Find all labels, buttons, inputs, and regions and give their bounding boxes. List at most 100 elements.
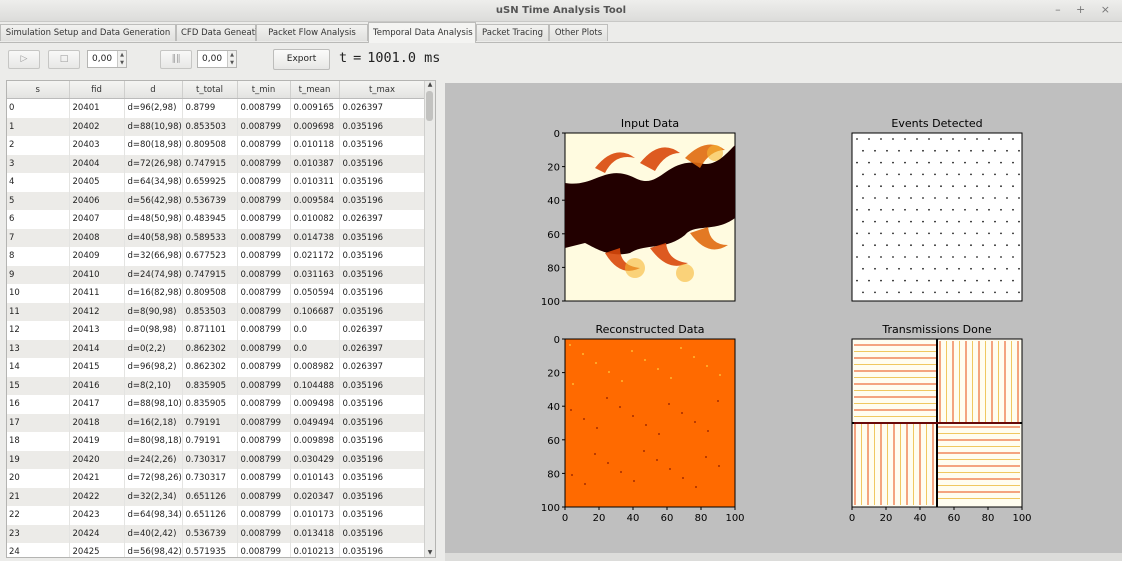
- table-row[interactable]: 22 20423 d=64(98,34) 0.651126 0.008799 0.0101…: [7, 506, 426, 525]
- table-row[interactable]: 3 20404 d=72(26,98) 0.747915 0.008799 0.01038…: [7, 154, 426, 173]
- spin-arrows-icon[interactable]: ▲ ▼: [227, 51, 236, 67]
- event-dot: [934, 291, 936, 294]
- event-dot: [916, 208, 918, 211]
- cell-t-max: 0.035196: [339, 506, 426, 525]
- event-dot: [964, 208, 966, 211]
- event-dot: [1018, 197, 1020, 199]
- scroll-down-icon[interactable]: ▼: [427, 549, 433, 556]
- table-row[interactable]: 10 20411 d=16(82,98) 0.809508 0.008799 0.0505…: [7, 284, 426, 303]
- spin-arrows-icon[interactable]: ▲ ▼: [117, 51, 126, 67]
- cell-s: 4: [7, 173, 70, 192]
- tab-simulation-setup[interactable]: Simulation Setup and Data Generation: [0, 24, 176, 41]
- speed-spinbox[interactable]: 0,00 ▲ ▼: [87, 50, 127, 68]
- table-row[interactable]: 2 20403 d=80(18,98) 0.809508 0.008799 0.01011…: [7, 136, 426, 155]
- export-button[interactable]: Export: [273, 49, 330, 70]
- table-row[interactable]: 5 20406 d=56(42,98) 0.536739 0.008799 0.00958…: [7, 191, 426, 210]
- event-dot: [952, 279, 954, 282]
- table-row[interactable]: 18 20419 d=80(98,18) 0.79191 0.008799 0.00989…: [7, 432, 426, 451]
- table-row[interactable]: 6 20407 d=48(50,98) 0.483945 0.008799 0.01008…: [7, 210, 426, 229]
- window-controls[interactable]: – + ×: [1055, 3, 1116, 16]
- event-dot: [874, 197, 876, 199]
- cell-t-max: 0.035196: [339, 469, 426, 488]
- event-dot: [862, 149, 864, 152]
- step-button[interactable]: ∥∥: [160, 50, 192, 69]
- cell-d: d=24(2,26): [124, 450, 183, 469]
- event-dot: [898, 197, 900, 199]
- table-row[interactable]: 12 20413 d=0(98,98) 0.871101 0.008799 0.0 0.02…: [7, 321, 426, 340]
- table-row[interactable]: 21 20422 d=32(2,34) 0.651126 0.008799 0.02034…: [7, 487, 426, 506]
- cell-t-max: 0.035196: [339, 413, 426, 432]
- tab-temporal-data[interactable]: Temporal Data Analysis: [368, 22, 476, 43]
- table-row[interactable]: 13 20414 d=0(2,2) 0.862302 0.008799 0.0 0.0263…: [7, 339, 426, 358]
- event-dot: [1012, 185, 1014, 188]
- x-tick-label: 0: [562, 513, 568, 524]
- event-dot: [958, 244, 960, 247]
- event-dot: [970, 291, 972, 294]
- event-dot: [982, 220, 984, 223]
- table-row[interactable]: 14 20415 d=96(98,2) 0.862302 0.008799 0.00898…: [7, 358, 426, 377]
- table-row[interactable]: 11 20412 d=8(90,98) 0.853503 0.008799 0.10668…: [7, 302, 426, 321]
- table-row[interactable]: 8 20409 d=32(66,98) 0.677523 0.008799 0.02117…: [7, 247, 426, 266]
- reconstructed-speck: [694, 421, 696, 423]
- table-row[interactable]: 1 20402 d=88(10,98) 0.853503 0.008799 0.00969…: [7, 117, 426, 136]
- cell-t-mean: 0.031163: [290, 265, 340, 284]
- table-row[interactable]: 24 20425 d=56(98,42) 0.571935 0.008799 0.0102…: [7, 543, 426, 557]
- speed-value: 0,00: [92, 54, 113, 64]
- cell-t-mean: 0.009165: [290, 98, 340, 118]
- cell-fid: 20410: [69, 265, 125, 284]
- table-row[interactable]: 16 20417 d=88(98,10) 0.835905 0.008799 0.0094…: [7, 395, 426, 414]
- transmissions-x-axis: 0 20 40 60 80 100: [849, 507, 1032, 524]
- table-row[interactable]: 7 20408 d=40(58,98) 0.589533 0.008799 0.01473…: [7, 228, 426, 247]
- event-dot: [934, 267, 936, 270]
- cell-t-max: 0.035196: [339, 450, 426, 469]
- cell-fid: 20421: [69, 469, 125, 488]
- scroll-up-icon[interactable]: ▲: [427, 81, 433, 88]
- reconstructed-speck: [706, 365, 708, 367]
- table-row[interactable]: 17 20418 d=16(2,18) 0.79191 0.008799 0.049494…: [7, 413, 426, 432]
- table-row[interactable]: 15 20416 d=8(2,10) 0.835905 0.008799 0.104488…: [7, 376, 426, 395]
- column-header-d[interactable]: d: [124, 81, 183, 99]
- scroll-thumb[interactable]: [426, 91, 433, 121]
- time-equals: =: [353, 50, 362, 66]
- table-scrollbar[interactable]: ▲ ▼: [424, 81, 435, 557]
- event-dot: [946, 220, 948, 223]
- step-spinbox[interactable]: 0,00 ▲ ▼: [197, 50, 237, 68]
- column-header-fid[interactable]: fid: [69, 81, 125, 99]
- stop-button[interactable]: □: [48, 50, 80, 69]
- event-dot: [1018, 220, 1020, 223]
- cell-d: d=32(66,98): [124, 247, 183, 266]
- event-dot: [886, 291, 888, 294]
- column-header-s[interactable]: s: [7, 81, 70, 99]
- table-row[interactable]: 19 20420 d=24(2,26) 0.730317 0.008799 0.03042…: [7, 450, 426, 469]
- table-row[interactable]: 4 20405 d=64(34,98) 0.659925 0.008799 0.01031…: [7, 173, 426, 192]
- play-button[interactable]: ▷: [8, 50, 40, 69]
- event-dot: [904, 185, 906, 188]
- table-row[interactable]: 0 20401 d=96(2,98) 0.8799 0.008799 0.009165 0.…: [7, 98, 426, 118]
- table-row[interactable]: 20 20421 d=72(98,26) 0.730317 0.008799 0.0101…: [7, 469, 426, 488]
- tab-packet-tracing[interactable]: Packet Tracing: [476, 24, 549, 41]
- table-row[interactable]: 9 20410 d=24(74,98) 0.747915 0.008799 0.03116…: [7, 265, 426, 284]
- column-header-t-max[interactable]: t_max: [339, 81, 426, 99]
- cell-t-min: 0.008799: [237, 302, 291, 321]
- tab-packet-flow[interactable]: Packet Flow Analysis: [256, 24, 368, 41]
- cell-t-min: 0.008799: [237, 395, 291, 414]
- event-dot: [994, 149, 996, 152]
- tab-cfd-data[interactable]: CFD Data Geneation: [176, 24, 268, 41]
- column-header-t-min[interactable]: t_min: [237, 81, 291, 99]
- event-dot: [964, 138, 966, 140]
- cell-t-mean: 0.020347: [290, 487, 340, 506]
- cell-d: d=8(2,10): [124, 376, 183, 395]
- plot-title-reconstructed: Reconstructed Data: [595, 323, 704, 336]
- tab-other-plots[interactable]: Other Plots: [549, 24, 608, 41]
- vortex-shape: [707, 145, 723, 161]
- table-row[interactable]: 23 20424 d=40(2,42) 0.536739 0.008799 0.01341…: [7, 524, 426, 543]
- event-dot: [1000, 161, 1002, 164]
- event-dot: [982, 291, 984, 294]
- cell-t-mean: 0.014738: [290, 228, 340, 247]
- event-dot: [892, 279, 894, 282]
- reconstructed-speck: [571, 474, 573, 476]
- column-header-t-total[interactable]: t_total: [182, 81, 238, 99]
- column-header-t-mean[interactable]: t_mean: [290, 81, 340, 99]
